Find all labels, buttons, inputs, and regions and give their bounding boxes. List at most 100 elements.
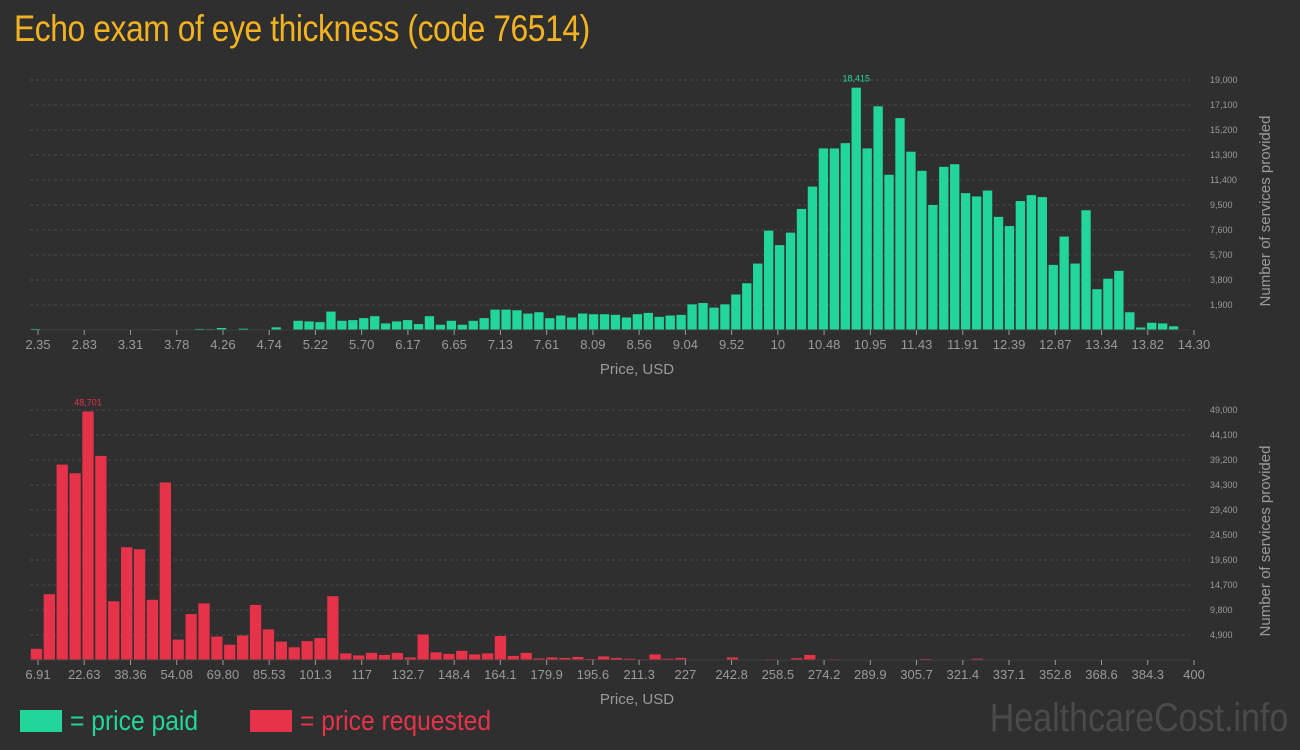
bar [1092,289,1102,330]
bar [546,657,558,660]
bar [430,652,442,660]
bar [649,654,661,660]
bar [1114,270,1124,330]
bar [731,294,741,330]
y-tick-label: 7,600 [1210,225,1233,235]
x-tick-label: 13.82 [1131,337,1164,352]
bar [906,151,916,330]
bar [1136,327,1146,330]
y-tick-label: 19,000 [1210,75,1238,85]
x-tick-label: 352.8 [1039,667,1072,682]
bar [391,321,402,330]
bar [185,614,197,660]
paid-price-histogram: 1,900 3,800 5,700 7,600 9,500 11,400 13,300 15,… [25,74,1274,378]
bar [698,303,708,330]
bar [895,118,905,330]
bar [327,596,339,660]
bar [676,314,686,330]
bar [315,322,325,330]
bar [501,309,511,330]
y-tick-label: 29,400 [1210,505,1238,515]
bar [971,196,982,330]
bar [1070,263,1080,330]
bar [523,313,533,330]
x-tick-label: 148.4 [438,667,471,682]
bar [873,106,883,330]
bar [446,320,456,330]
x-tick-label: 54.08 [160,667,193,682]
bar [469,654,481,660]
bar [391,652,403,660]
x-tick-label: 10 [771,337,785,352]
bar [417,634,429,660]
bar [69,473,81,660]
y-tick-label: 49,000 [1210,405,1238,415]
bar [939,166,949,330]
bar [774,245,785,330]
y-axis-label: Number of services provided [1257,446,1274,637]
y-tick-label: 19,600 [1210,555,1238,565]
bar [237,635,249,660]
x-tick-label: 2.35 [25,337,50,352]
bar [1168,326,1179,330]
bar [326,311,336,330]
x-tick-label: 6.91 [25,667,50,682]
x-tick-label: 12.87 [1039,337,1072,352]
bar [249,604,262,660]
bar [520,652,532,660]
x-tick-label: 384.3 [1131,667,1164,682]
bar [1037,197,1047,330]
bar [597,656,610,660]
x-tick-label: 6.65 [442,337,467,352]
y-tick-label: 17,100 [1210,100,1238,110]
bar [43,594,55,660]
bar [424,316,435,330]
bar [851,87,861,330]
bar [353,655,365,660]
bar [917,170,927,330]
x-tick-label: 164.1 [484,667,517,682]
bar [971,658,983,660]
x-tick-label: 4.74 [257,337,282,352]
y-tick-label: 11,400 [1210,175,1237,185]
bar [348,320,358,330]
y-axis-label: Number of services provided [1257,116,1274,307]
x-axis-label: Price, USD [600,691,674,708]
bar [960,193,971,330]
bar [133,549,146,660]
bar [262,629,275,660]
bar [404,657,416,660]
bar [599,314,610,330]
x-tick-label: 101.3 [299,667,332,682]
bar [791,658,803,660]
bar [340,653,352,660]
bar [1015,201,1026,330]
x-tick-label: 12.39 [993,337,1026,352]
bar [884,174,894,330]
x-tick-label: 400 [1183,667,1205,682]
x-tick-label: 2.83 [72,337,97,352]
bar [621,317,632,330]
bar [479,318,489,330]
bar [556,315,566,330]
bar [1157,323,1168,330]
page-title: Echo exam of eye thickness (code 76514) [14,8,590,49]
x-tick-label: 4.26 [210,337,235,352]
bar [726,657,739,660]
bar [1103,278,1113,330]
bar [840,143,850,330]
bar [534,312,544,330]
bar [1125,312,1135,330]
bar [198,603,210,660]
x-tick-label: 7.13 [488,337,513,352]
bar [804,654,816,660]
x-tick-label: 69.80 [207,667,240,682]
bar [337,320,347,330]
y-tick-label: 15,200 [1210,125,1238,135]
y-tick-label: 34,300 [1210,480,1238,490]
brand-watermark: HealthcareCost.info [989,696,1288,740]
bar [457,324,467,330]
bar [1081,210,1091,330]
bar [796,208,807,330]
bar [194,328,205,330]
